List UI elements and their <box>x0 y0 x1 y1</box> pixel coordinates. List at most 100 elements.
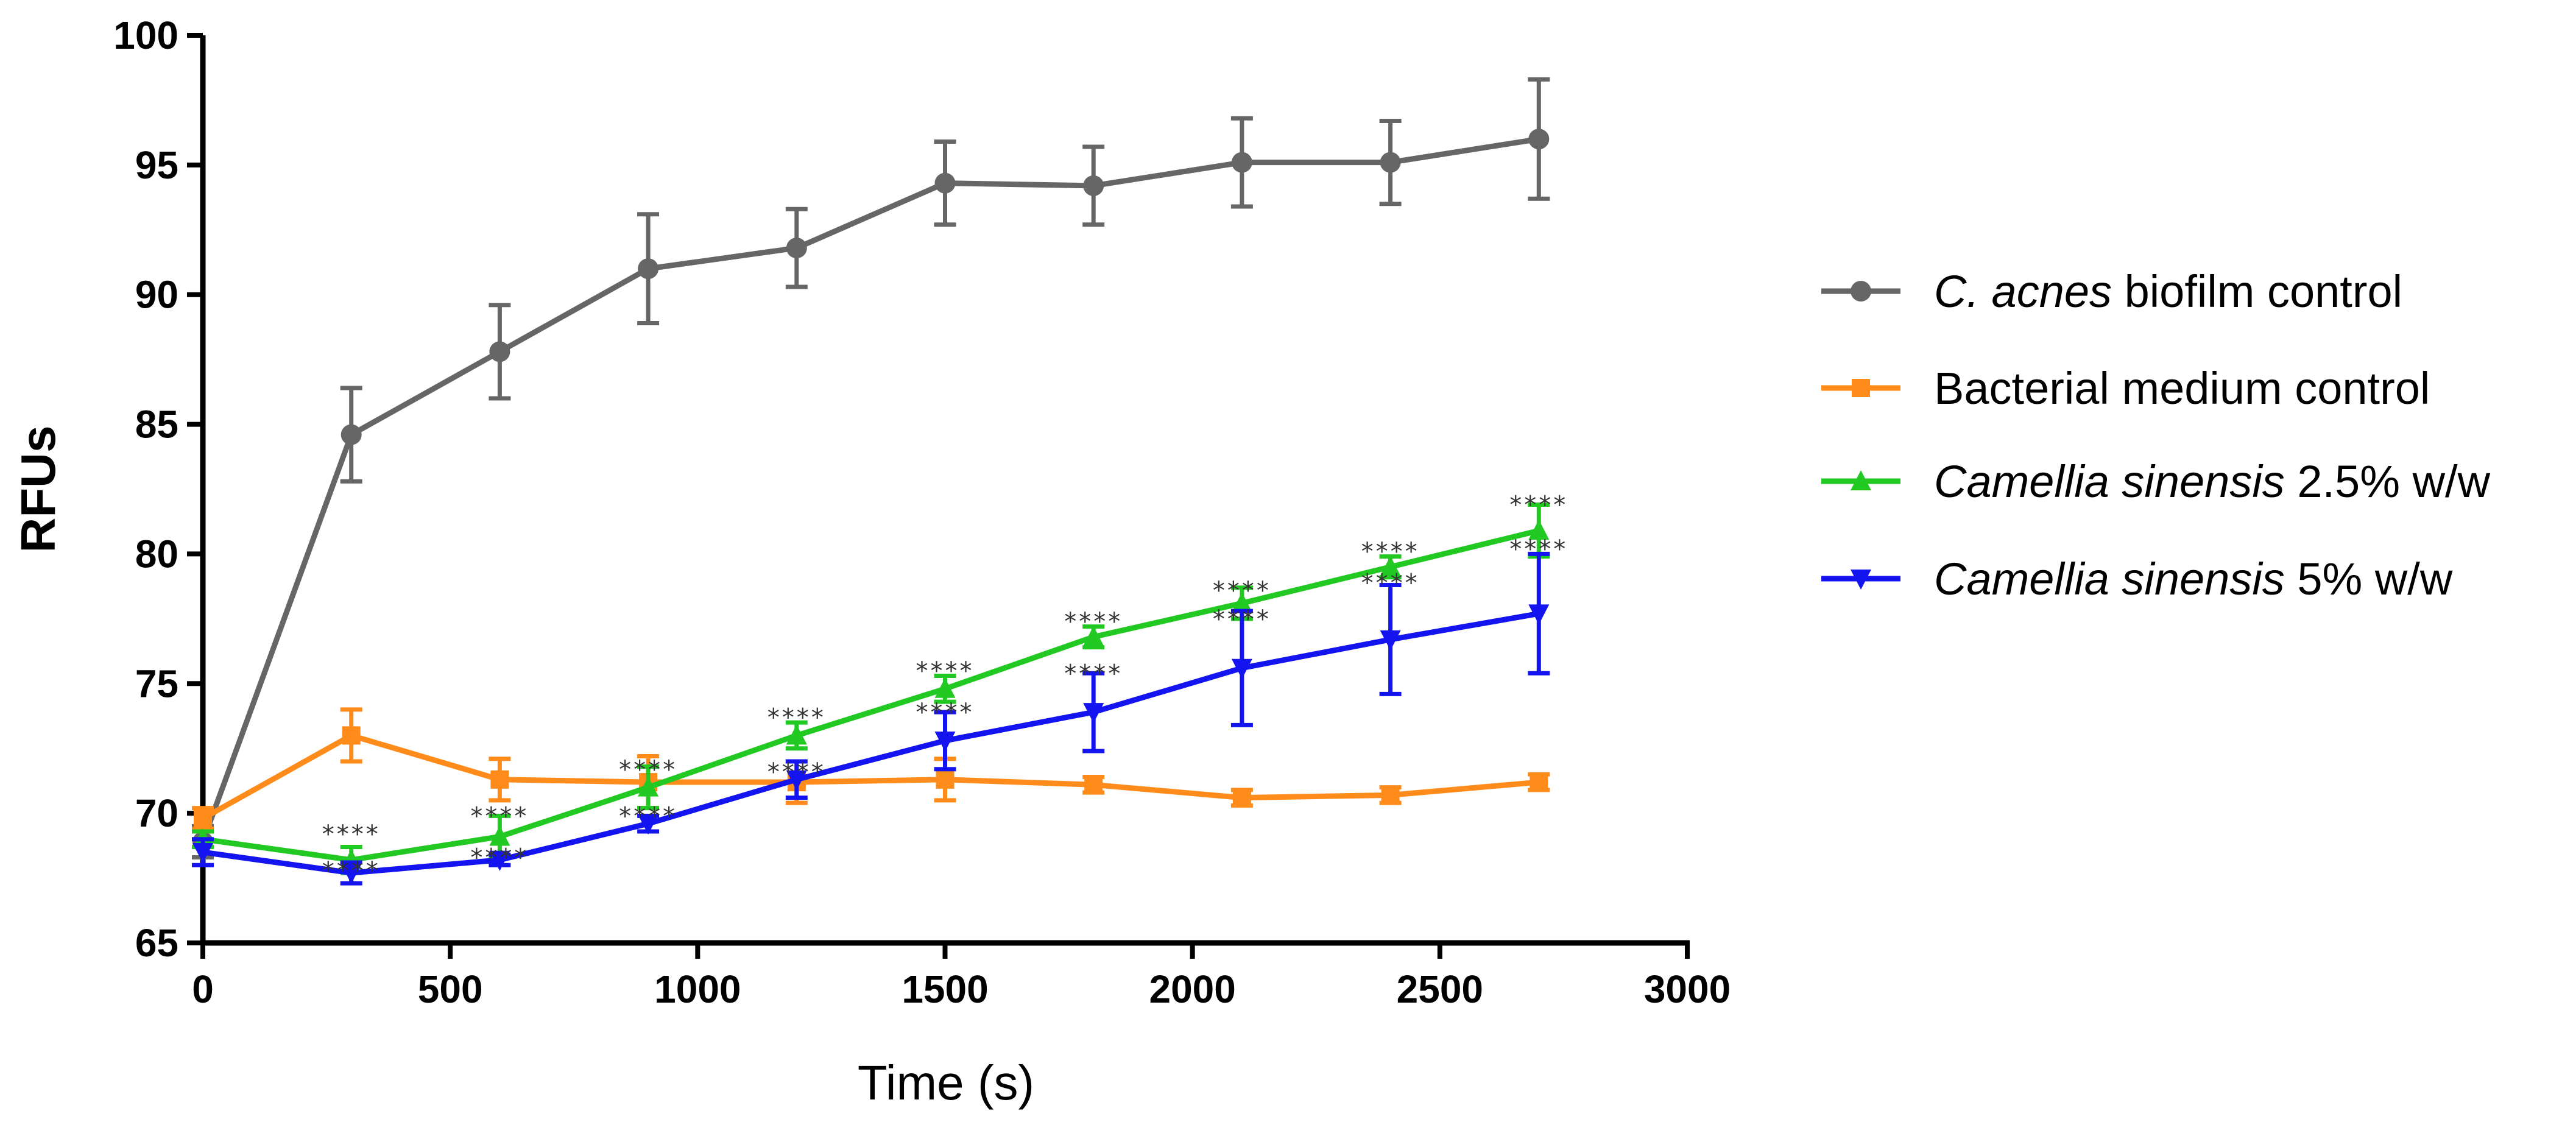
legend-item-0: C. acnes biofilm control <box>1821 266 2402 317</box>
legend-label: Camellia sinensis 2.5% w/w <box>1934 456 2491 507</box>
series-line <box>202 527 1540 863</box>
legend-label: Camellia sinensis 5% w/w <box>1934 554 2453 604</box>
y-tick-label: 65 <box>135 921 178 965</box>
data-point <box>934 172 956 194</box>
legend-label-rest: Bacterial medium control <box>1934 363 2430 414</box>
significance-label: **** <box>1509 535 1568 563</box>
x-tick-label: 2500 <box>1397 967 1483 1011</box>
data-point <box>936 770 955 789</box>
data-point <box>1381 786 1400 805</box>
series-line <box>202 610 1540 876</box>
significance-label: **** <box>1064 660 1123 688</box>
legend-item-3: Camellia sinensis 5% w/w <box>1821 554 2453 604</box>
significance-label: **** <box>322 857 381 885</box>
significance-label: **** <box>1213 605 1271 633</box>
significance-label: **** <box>1509 492 1568 520</box>
x-tick-label: 1500 <box>902 967 988 1011</box>
significance-label: **** <box>916 699 975 727</box>
data-point <box>786 770 807 791</box>
data-point <box>192 843 213 863</box>
significance-label: **** <box>619 802 677 830</box>
significance-label: **** <box>1361 538 1420 566</box>
legend-item-1: Bacterial medium control <box>1821 363 2430 414</box>
data-point <box>1380 152 1401 173</box>
y-tick-label: 90 <box>135 273 178 317</box>
significance-label: **** <box>768 758 826 786</box>
data-point <box>1852 379 1870 397</box>
legend-label-rest: 2.5% w/w <box>2285 456 2491 507</box>
legend-label-italic: Camellia sinensis <box>1934 456 2285 507</box>
legend-item-2: Camellia sinensis 2.5% w/w <box>1821 456 2491 507</box>
legend-label: C. acnes biofilm control <box>1934 266 2402 317</box>
x-tick-label: 3000 <box>1644 967 1731 1011</box>
y-tick-label: 100 <box>113 13 178 57</box>
data-point <box>1528 520 1550 540</box>
significance-label: **** <box>470 802 529 830</box>
legend-label-italic: Camellia sinensis <box>1934 554 2285 604</box>
data-point <box>341 864 362 884</box>
data-point <box>1083 703 1104 724</box>
significance-label: **** <box>470 844 529 872</box>
significance-label: **** <box>322 820 381 849</box>
significance-label: **** <box>916 657 975 685</box>
data-point <box>1851 570 1871 590</box>
data-point <box>786 238 807 259</box>
legend: C. acnes biofilm control Bacterial medium… <box>1821 266 2491 604</box>
data-point <box>1083 175 1104 196</box>
data-point <box>490 770 509 789</box>
significance-label: **** <box>1213 577 1271 605</box>
data-point <box>1380 556 1401 576</box>
x-tick-label: 500 <box>418 967 483 1011</box>
y-tick-label: 70 <box>135 791 178 835</box>
series-line <box>201 732 1539 821</box>
data-point <box>638 776 659 797</box>
legend-label: Bacterial medium control <box>1934 363 2430 414</box>
x-tick-label: 0 <box>192 967 214 1011</box>
series-3 <box>192 551 1550 886</box>
data-point <box>1231 592 1252 613</box>
data-point <box>1528 129 1550 150</box>
data-point <box>341 424 362 445</box>
data-point <box>489 825 510 846</box>
data-point <box>1232 788 1251 807</box>
data-point <box>1231 658 1252 679</box>
data-point <box>1528 604 1550 625</box>
y-axis-title: RFUs <box>11 426 65 553</box>
x-tick-label: 2000 <box>1149 967 1235 1011</box>
series-line <box>200 136 1539 843</box>
legend-label-rest: biofilm control <box>2112 266 2402 317</box>
data-point <box>194 809 212 828</box>
data-point <box>638 814 659 835</box>
data-point <box>934 677 956 698</box>
series-0 <box>192 77 1550 860</box>
data-point <box>489 850 510 871</box>
data-point <box>489 341 510 362</box>
y-tick-label: 95 <box>135 143 178 187</box>
x-axis-title: Time (s) <box>858 1056 1034 1110</box>
significance-annotations: ****************************************… <box>322 492 1568 885</box>
data-point <box>1851 281 1871 302</box>
significance-label: **** <box>1361 569 1420 597</box>
significance-label: **** <box>768 704 826 732</box>
data-point <box>934 731 956 752</box>
significance-label: **** <box>619 756 677 784</box>
series-1 <box>192 707 1550 831</box>
significance-label: **** <box>1064 608 1123 636</box>
plot-area: ****************************************… <box>192 77 1568 886</box>
legend-label-italic: C. acnes <box>1934 266 2112 317</box>
y-tick-label: 80 <box>135 532 178 576</box>
legend-label-rest: 5% w/w <box>2285 554 2453 604</box>
data-point <box>638 258 659 280</box>
data-point <box>1851 470 1871 490</box>
data-point <box>1530 773 1548 792</box>
series-2 <box>192 503 1550 875</box>
data-point <box>342 726 361 745</box>
data-point <box>1380 630 1401 651</box>
data-point <box>1083 626 1104 646</box>
y-tick-label: 75 <box>135 662 178 705</box>
y-tick-label: 85 <box>135 403 178 446</box>
data-point <box>1231 152 1252 173</box>
x-tick-label: 1000 <box>654 967 741 1011</box>
